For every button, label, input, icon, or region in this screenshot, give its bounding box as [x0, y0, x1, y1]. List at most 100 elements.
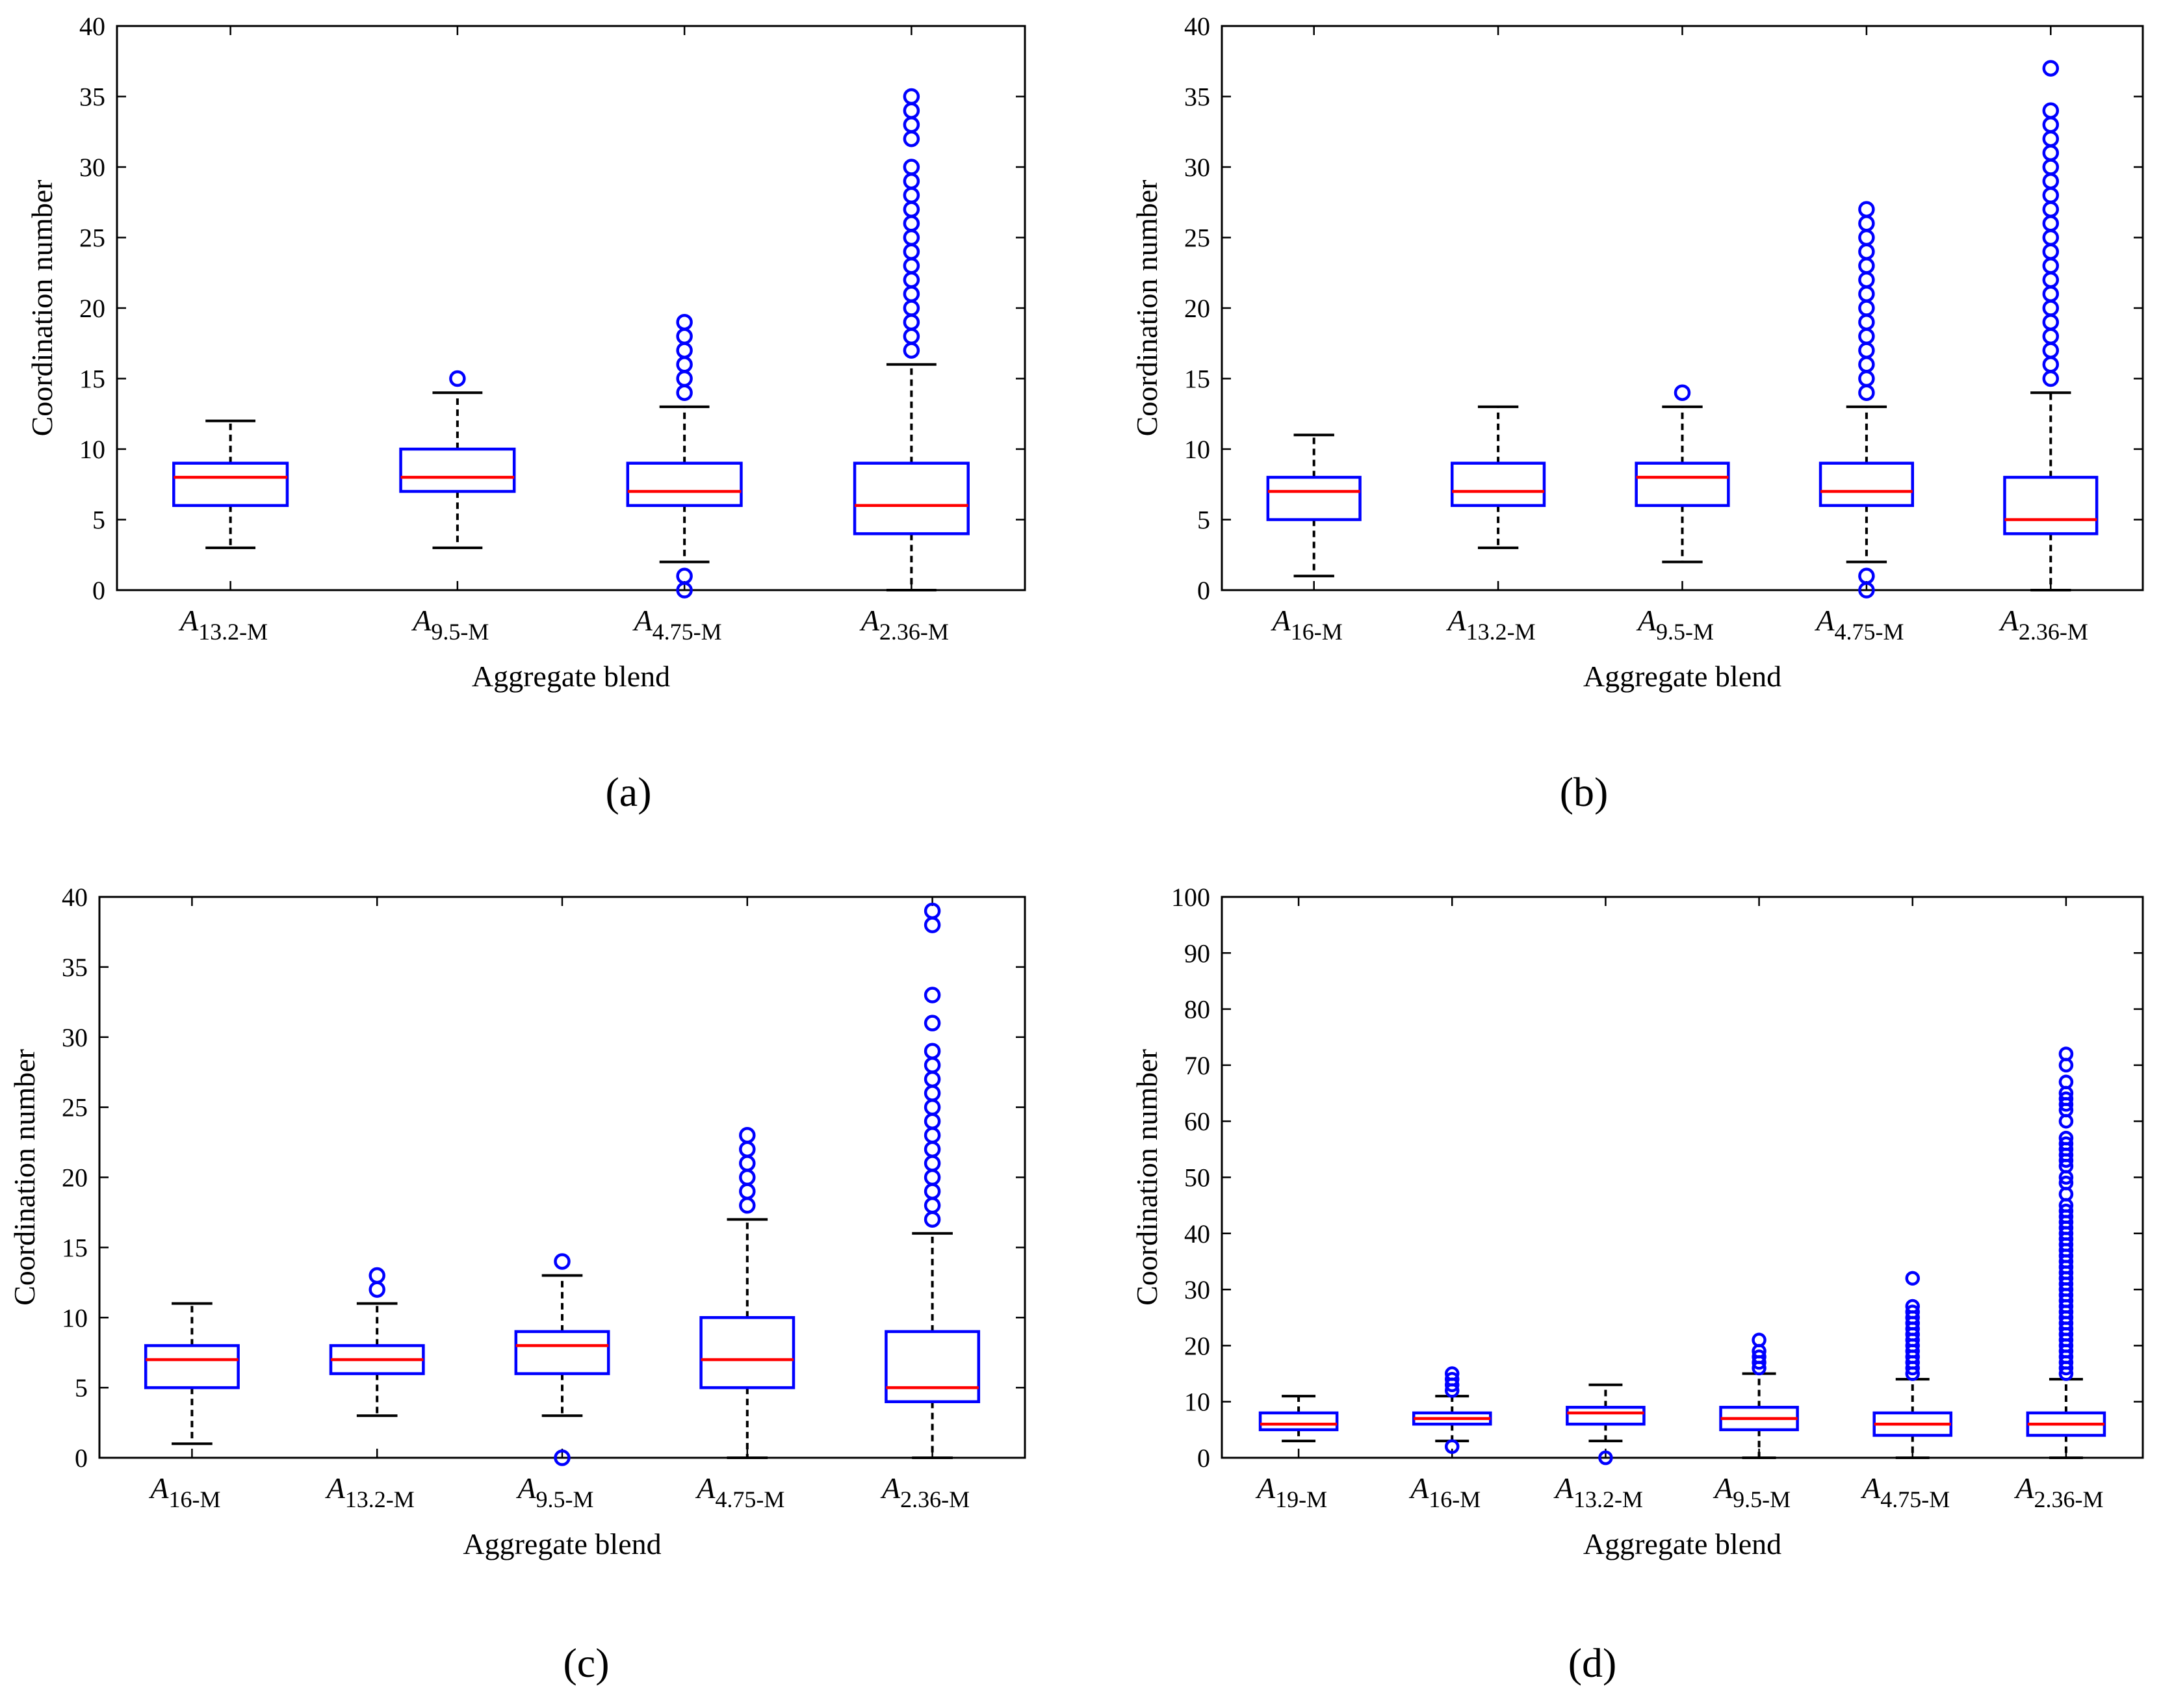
outlier-point: [924, 987, 941, 1003]
outlier-point: [739, 1183, 756, 1200]
category-subscript: 4.75-M: [715, 1486, 784, 1512]
category-label: A16-M: [1271, 604, 1343, 645]
category-label: A13.2-M: [325, 1471, 415, 1512]
box-group-9.5-M: A9.5-M: [1635, 26, 1730, 645]
outlier-point: [903, 215, 920, 232]
y-tick-label: 0: [75, 1443, 88, 1473]
category-subscript: 2.36-M: [879, 619, 949, 645]
category-label: A9.5-M: [411, 604, 489, 645]
outlier-point: [676, 342, 693, 359]
box: [1266, 476, 1362, 521]
category-subscript: 2.36-M: [2034, 1486, 2103, 1512]
outlier-point: [2058, 1130, 2074, 1146]
outlier-point: [2058, 1046, 2074, 1061]
outlier-point: [2042, 328, 2060, 345]
outlier-point: [924, 1042, 941, 1060]
outlier-point: [676, 567, 693, 585]
y-tick-label: 60: [1184, 1107, 1210, 1136]
outlier-point: [369, 1267, 385, 1284]
outlier-point: [2042, 356, 2060, 373]
box: [885, 1330, 981, 1403]
category-label: A2.36-M: [880, 1471, 970, 1512]
category-main: A: [2013, 1471, 2034, 1505]
outlier-point: [369, 1281, 385, 1298]
category-subscript: 4.75-M: [653, 619, 722, 645]
category-main: A: [1814, 604, 1835, 637]
box-group-4.75-M: A4.75-M: [1860, 897, 1953, 1512]
outlier-point: [1905, 1271, 1920, 1286]
y-tick-label: 5: [92, 506, 105, 535]
y-tick-label: 35: [62, 953, 88, 982]
outlier-point: [903, 102, 920, 119]
y-tick-label: 5: [75, 1373, 88, 1403]
outlier-point: [2042, 370, 2060, 387]
box-group-13.2-M: A13.2-M: [325, 897, 425, 1512]
box: [514, 1330, 610, 1375]
y-tick-label: 0: [1197, 1443, 1210, 1473]
y-tick-label: 25: [79, 224, 105, 253]
box-group-13.2-M: A13.2-M: [1553, 897, 1646, 1512]
panel-d: 0 10 20 30 40 50 60 70 80 90 100 Coordination numbe…: [1130, 883, 2144, 1686]
y-tick-label: 40: [79, 12, 105, 41]
box-group-13.2-M: A13.2-M: [1446, 26, 1546, 645]
outlier-point: [1905, 1304, 1920, 1319]
category-label: A4.75-M: [1814, 604, 1904, 645]
box-group-19-M: A19-M: [1255, 897, 1339, 1512]
y-tick-label: 30: [79, 153, 105, 182]
y-tick-label: 25: [62, 1093, 88, 1122]
category-main: A: [1999, 604, 2019, 637]
outlier-point: [676, 370, 693, 387]
category-subscript: 9.5-M: [536, 1486, 594, 1512]
category-subscript: 16-M: [168, 1486, 220, 1512]
category-subscript: 13.2-M: [1573, 1486, 1643, 1512]
category-main: A: [1553, 1471, 1574, 1505]
outlier-point: [2058, 1091, 2074, 1106]
outlier-point: [676, 356, 693, 373]
y-tick-label: 10: [79, 435, 105, 464]
outlier-point: [924, 902, 941, 920]
outlier-point: [1674, 384, 1691, 401]
outlier-point: [924, 1183, 941, 1200]
outlier-point: [2042, 187, 2060, 204]
box: [1635, 461, 1730, 508]
box: [144, 1344, 240, 1390]
x-axis-label: Aggregate blend: [463, 1527, 661, 1560]
y-tick-label: 30: [1184, 1275, 1210, 1304]
outlier-point: [1858, 313, 1875, 331]
category-subscript: 9.5-M: [431, 619, 489, 645]
category-label: A19-M: [1255, 1471, 1327, 1512]
box-group-4.75-M: A4.75-M: [695, 897, 796, 1512]
panel-caption: (c): [563, 1640, 609, 1686]
outlier-point: [1858, 567, 1875, 585]
category-subscript: 13.2-M: [198, 619, 268, 645]
outlier-point: [1858, 328, 1875, 345]
box-group-16-M: A16-M: [1266, 26, 1362, 645]
y-tick-label: 50: [1184, 1163, 1210, 1193]
outlier-point: [903, 257, 920, 274]
outlier-point: [924, 1057, 941, 1074]
outlier-point: [2042, 300, 2060, 317]
y-tick-label: 25: [1184, 224, 1210, 253]
box: [399, 447, 516, 493]
outlier-point: [676, 313, 693, 331]
box: [699, 1316, 796, 1390]
outlier-point: [1858, 384, 1875, 401]
box: [1566, 1406, 1646, 1426]
category-label: A9.5-M: [1713, 1471, 1791, 1512]
box-group-2.36-M: A2.36-M: [853, 26, 970, 645]
outlier-point: [924, 1197, 941, 1214]
category-subscript: 16-M: [1429, 1486, 1481, 1512]
y-tick-label: 15: [79, 365, 105, 394]
outlier-point: [2042, 201, 2060, 218]
category-main: A: [1255, 1471, 1276, 1505]
category-subscript: 16-M: [1291, 619, 1343, 645]
outlier-point: [1858, 229, 1875, 246]
y-tick-label: 30: [62, 1023, 88, 1052]
category-label: A2.36-M: [1999, 604, 2088, 645]
outlier-point: [903, 88, 920, 105]
outlier-point: [1858, 342, 1875, 359]
category-main: A: [1713, 1471, 1733, 1505]
outlier-point: [449, 370, 466, 387]
category-subscript: 2.36-M: [900, 1486, 970, 1512]
outlier-point: [903, 116, 920, 133]
